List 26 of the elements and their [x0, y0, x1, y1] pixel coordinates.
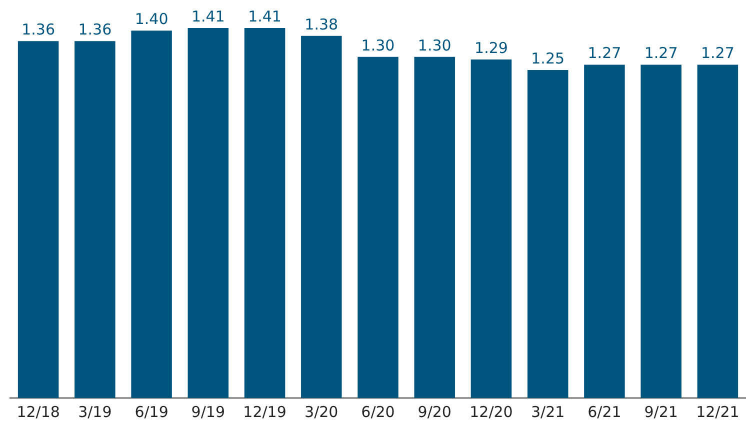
data-label: 1.27	[588, 44, 622, 62]
x-tick-label: 6/21	[588, 402, 622, 421]
data-label: 1.36	[22, 20, 56, 39]
x-tick-label: 6/19	[134, 402, 168, 421]
x-tick-label: 6/20	[361, 402, 395, 421]
x-tick-label: 12/19	[243, 402, 286, 421]
x-tick-label: 9/20	[418, 402, 452, 421]
x-tick-label: 12/21	[696, 402, 740, 421]
x-tick-label: 9/19	[191, 402, 225, 421]
data-label: 1.30	[418, 36, 452, 54]
data-label: 1.27	[644, 44, 678, 62]
data-label: 1.30	[361, 36, 395, 54]
data-label: 1.29	[474, 38, 508, 57]
data-label: 1.41	[191, 7, 225, 26]
data-label: 1.38	[304, 15, 338, 34]
x-tick-label: 3/21	[531, 402, 565, 421]
x-tick-label: 12/20	[470, 402, 513, 421]
data-label: 1.25	[531, 49, 565, 68]
x-tick-label: 9/21	[644, 402, 678, 421]
x-tick-label: 3/19	[78, 402, 112, 421]
data-label: 1.27	[700, 44, 734, 62]
data-label: 1.40	[134, 10, 168, 28]
data-label: 1.41	[248, 7, 282, 26]
x-tick-label: 12/18	[16, 402, 60, 421]
x-tick-label: 3/20	[304, 402, 338, 421]
data-label: 1.36	[78, 20, 112, 39]
